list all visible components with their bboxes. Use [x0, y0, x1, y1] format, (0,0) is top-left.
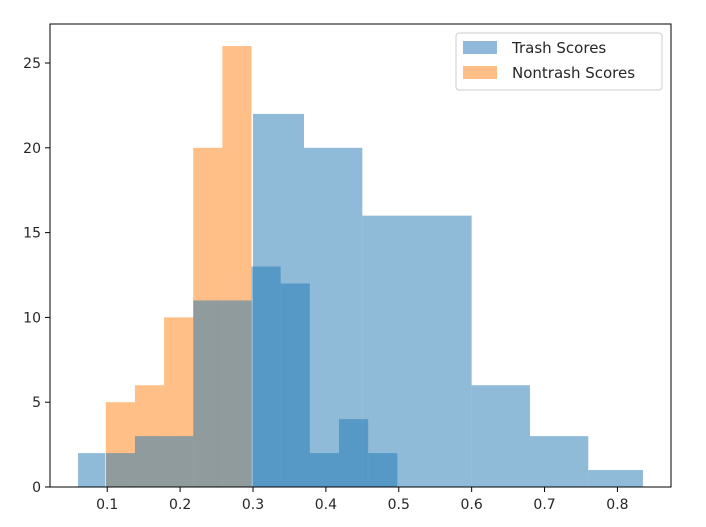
x-tick-label: 0.1 [96, 497, 118, 513]
legend: Trash Scores Nontrash Scores [455, 32, 663, 91]
histogram-bar-series-2 [339, 419, 369, 487]
legend-label-nontrash: Nontrash Scores [512, 64, 635, 82]
y-tick-label: 25 [23, 56, 41, 72]
histogram-bar-series-2 [368, 453, 398, 487]
x-tick-label: 0.7 [533, 497, 555, 513]
histogram-bar-series-0 [362, 215, 472, 487]
x-tick-label: 0.6 [461, 497, 483, 513]
histogram-bar-series-2 [251, 266, 281, 487]
histogram-bar-series-0 [588, 470, 643, 487]
histogram-bar-series-0 [78, 453, 106, 487]
x-tick-label: 0.3 [242, 497, 264, 513]
plot-frame [49, 23, 672, 488]
y-tick-label: 20 [23, 141, 41, 157]
legend-swatch-nontrash [463, 66, 497, 79]
x-tick-label: 0.5 [388, 497, 410, 513]
histogram-bar-series-2 [193, 300, 223, 487]
x-tick-label: 0.4 [315, 497, 337, 513]
histogram-bar-series-2 [105, 453, 135, 487]
histogram-bar-series-0 [529, 436, 589, 487]
histogram-bars [78, 46, 643, 488]
y-tick-label: 10 [23, 310, 41, 326]
y-tick-label: 15 [23, 226, 41, 242]
y-tick-label: 5 [32, 395, 41, 411]
x-tick-label: 0.2 [169, 497, 191, 513]
x-axis-ticks: 0.1 0.2 0.3 0.4 0.5 0.6 0.7 0.8 [96, 487, 629, 513]
x-tick-label: 0.8 [606, 497, 628, 513]
y-tick-label: 0 [32, 480, 41, 496]
legend-label-trash: Trash Scores [511, 39, 606, 57]
histogram-bar-series-2 [280, 283, 310, 487]
histogram-bar-series-2 [309, 453, 339, 487]
legend-box [455, 32, 663, 91]
histogram-bar-series-0 [471, 385, 530, 487]
y-axis-ticks: 0 5 10 15 20 25 [23, 56, 50, 496]
histogram-bar-series-2 [164, 436, 194, 487]
legend-swatch-trash [463, 41, 497, 54]
histogram-bar-series-2 [222, 300, 252, 487]
histogram-bar-series-2 [134, 436, 165, 487]
